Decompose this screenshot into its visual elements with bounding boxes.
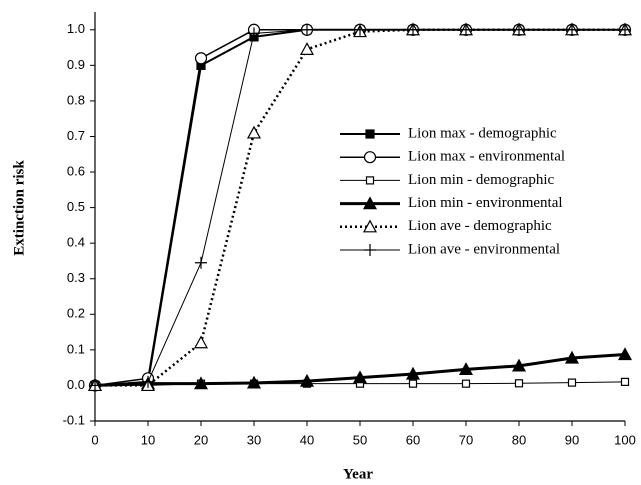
x-tick-label: 70 [459,432,473,447]
marker [89,379,101,392]
marker [617,347,633,361]
marker [514,379,524,388]
marker [352,370,368,384]
x-tick-label: 20 [194,432,208,447]
legend-label: Lion max - demographic [408,125,557,141]
y-axis-label: Extinction risk [11,160,27,256]
marker [408,379,418,388]
marker [458,362,474,376]
x-tick-label: 0 [91,432,98,447]
x-axis-label: Year [343,466,373,482]
y-tick-label: 0.9 [67,57,85,72]
marker [405,366,421,380]
marker [513,23,525,36]
marker [564,350,580,364]
marker [354,23,366,36]
legend-label: Lion ave - demographic [408,218,552,234]
marker [299,42,315,55]
marker [194,52,208,65]
marker [567,378,577,387]
marker [193,376,209,390]
legend-marker [364,244,376,256]
y-tick-label: 0.2 [67,306,85,321]
marker [511,358,527,372]
y-tick-label: 0.7 [67,128,85,143]
y-tick-label: 0.3 [67,270,85,285]
x-tick-label: 50 [353,432,367,447]
marker [566,23,578,36]
legend-label: Lion max - environmental [408,149,565,165]
legend-label: Lion ave - environmental [408,241,560,257]
legend-marker [362,219,378,233]
y-tick-label: 1.0 [67,21,85,36]
marker [142,375,154,388]
x-tick-label: 90 [565,432,579,447]
marker [461,379,471,388]
marker [301,23,313,36]
marker [246,375,262,389]
marker [248,27,260,40]
y-tick-label: 0.4 [67,235,85,250]
x-tick-label: 100 [614,432,636,447]
legend-label: Lion min - environmental [408,195,563,211]
x-tick-label: 40 [300,432,314,447]
marker [407,23,419,36]
legend-marker [362,196,378,210]
y-tick-label: 0.5 [67,199,85,214]
legend-marker [365,176,375,185]
legend-label: Lion min - demographic [408,172,555,188]
legend-marker [365,129,375,139]
y-tick-label: 0.6 [67,163,85,178]
x-tick-label: 80 [512,432,526,447]
marker [460,23,472,36]
marker [299,373,315,387]
y-tick-label: -0.1 [63,412,85,427]
x-tick-label: 30 [247,432,261,447]
legend-marker [363,151,377,164]
marker [246,125,262,139]
marker [193,335,209,349]
y-tick-label: 0.8 [67,92,85,107]
x-tick-label: 10 [141,432,155,447]
marker [619,23,631,36]
y-tick-label: 0.0 [67,377,85,392]
marker [195,256,207,269]
y-tick-label: 0.1 [67,341,85,356]
marker [620,377,630,386]
x-tick-label: 60 [406,432,420,447]
